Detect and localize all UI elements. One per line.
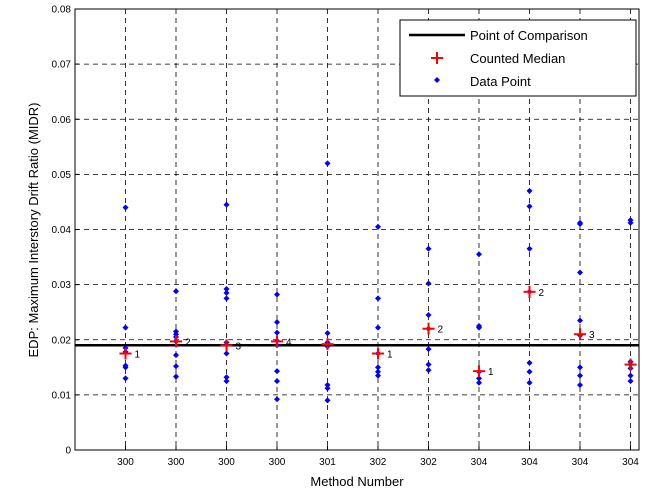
median-count-label: 3 (236, 341, 242, 352)
data-point (577, 364, 583, 371)
data-point (274, 368, 280, 375)
legend-label-median: Counted Median (470, 51, 565, 66)
data-point (223, 201, 230, 208)
data-point (324, 160, 331, 167)
data-point (425, 346, 432, 353)
data-point (577, 269, 583, 276)
data-point (173, 352, 179, 359)
median-count-label: 1 (135, 350, 141, 361)
y-tick-label: 0.03 (52, 280, 72, 291)
data-point (223, 374, 230, 381)
data-point (274, 329, 280, 336)
data-point (425, 367, 432, 374)
legend-data-point-symbol (434, 77, 440, 83)
data-point (274, 319, 280, 326)
x-tick-label: 301 (319, 457, 336, 468)
y-axis-label: EDP: Maximum Interstory Drift Ratio (MID… (26, 103, 41, 358)
x-tick-label: 300 (117, 457, 134, 468)
y-tick-label: 0.07 (52, 60, 72, 71)
data-point (577, 372, 583, 379)
data-point (274, 396, 280, 403)
data-point (526, 245, 533, 252)
data-point (577, 381, 583, 388)
x-axis-ticks: 300 300 300 300 301 302 302 304 304 304 304 (117, 446, 639, 468)
x-tick-label: 304 (572, 457, 589, 468)
data-point (526, 379, 533, 386)
data-point (627, 219, 634, 226)
counted-medians: 1 2 3 4 1 2 1 2 3 (119, 285, 637, 378)
y-tick-label: 0.02 (52, 335, 72, 346)
data-point (425, 311, 432, 318)
x-tick-label: 302 (370, 457, 387, 468)
data-point (375, 223, 381, 230)
x-tick-label: 304 (521, 457, 538, 468)
y-axis-ticks: 0 0.01 0.02 0.03 0.04 0.05 0.06 0.07 0.08 (52, 5, 79, 457)
x-axis-label: Method Number (310, 474, 404, 489)
median-count-label: 1 (387, 350, 393, 361)
data-point (122, 375, 129, 382)
data-point (375, 372, 381, 379)
data-point (223, 286, 230, 293)
x-tick-label: 300 (269, 457, 286, 468)
data-point (375, 324, 381, 331)
y-tick-label: 0.06 (52, 115, 72, 126)
data-point (324, 385, 331, 392)
median-count-label: 4 (286, 337, 292, 348)
data-point (627, 372, 634, 379)
data-point (173, 288, 179, 295)
data-point (425, 245, 432, 252)
data-point (173, 363, 179, 370)
data-point (476, 379, 482, 386)
data-point (375, 364, 381, 371)
legend: Point of Comparison Counted Median Data … (399, 19, 637, 97)
data-point (425, 361, 432, 368)
data-point (122, 364, 129, 371)
data-point (223, 295, 230, 302)
data-point (223, 378, 230, 385)
legend-label-data-point: Data Point (470, 74, 531, 89)
median-count-label: 2 (185, 337, 191, 348)
x-tick-label: 304 (471, 457, 488, 468)
data-point (223, 289, 230, 296)
data-point (627, 378, 634, 385)
data-point (577, 220, 583, 227)
data-point (577, 317, 583, 324)
y-tick-label: 0.04 (52, 225, 72, 236)
data-point (375, 295, 381, 302)
median-count-label: 2 (438, 325, 444, 336)
y-tick-label: 0.08 (52, 5, 72, 16)
data-point (324, 397, 331, 404)
x-tick-label: 304 (622, 457, 639, 468)
data-point (274, 291, 280, 298)
data-point (526, 359, 533, 366)
data-point (375, 368, 381, 375)
data-point (122, 324, 129, 331)
y-tick-label: 0 (65, 446, 71, 457)
x-tick-label: 300 (218, 457, 235, 468)
y-tick-label: 0.01 (52, 390, 72, 401)
data-point (476, 324, 482, 331)
data-point (476, 251, 482, 258)
data-point (274, 378, 280, 385)
data-point (324, 381, 331, 388)
data-point (526, 187, 533, 194)
data-point (425, 280, 432, 287)
median-count-label: 1 (488, 367, 494, 378)
data-point (526, 368, 533, 375)
data-point (173, 373, 179, 380)
data-point (122, 204, 129, 211)
y-tick-label: 0.05 (52, 170, 72, 181)
x-tick-label: 300 (168, 457, 185, 468)
x-tick-label: 302 (420, 457, 437, 468)
data-point (476, 375, 482, 382)
data-points (122, 160, 634, 404)
median-count-label: 3 (589, 330, 595, 341)
legend-label-comparison: Point of Comparison (470, 28, 588, 43)
data-point (324, 330, 331, 337)
data-point (223, 350, 230, 357)
data-point (526, 203, 533, 210)
median-count-label: 2 (539, 288, 545, 299)
